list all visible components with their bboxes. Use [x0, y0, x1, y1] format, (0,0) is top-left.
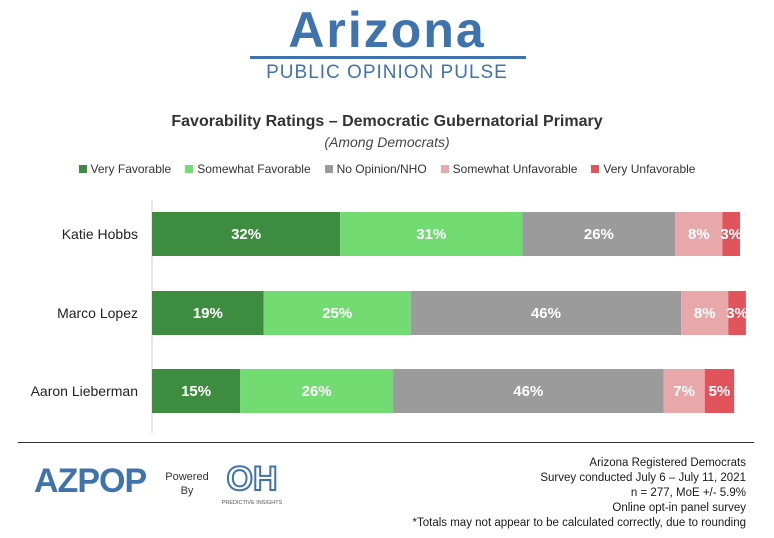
footer-divider [18, 442, 754, 443]
data-label: 3% [720, 226, 742, 243]
note-line: *Totals may not appear to be calculated … [412, 517, 746, 529]
data-label: 3% [726, 305, 748, 322]
data-label: 15% [181, 383, 211, 400]
category-label: Marco Lopez [57, 305, 138, 321]
bar-segment [522, 212, 676, 256]
bar-segment [410, 291, 682, 335]
legend-item: Very Unfavorable [591, 162, 695, 176]
data-label: 25% [322, 305, 352, 322]
data-label: 32% [231, 226, 261, 243]
bar-segment [152, 369, 241, 413]
bar-segment [152, 291, 264, 335]
note-line: Online opt-in panel survey [612, 502, 746, 514]
bar-segment [681, 291, 729, 335]
legend-label: No Opinion/NHO [336, 162, 427, 176]
legend-swatch [78, 165, 87, 173]
legend-swatch [324, 165, 333, 173]
note-line: Survey conducted July 6 – July 11, 2021 [540, 472, 746, 484]
data-label: 31% [416, 226, 446, 243]
predictive-insights-logo: OH PREDICTIVE INSIGHTS [222, 459, 283, 506]
brand-title: Arizona [288, 2, 486, 58]
data-label: 26% [302, 383, 332, 400]
legend-item: Somewhat Favorable [185, 162, 311, 176]
bar-segment [340, 212, 523, 256]
chart-subtitle: (Among Democrats) [324, 134, 450, 150]
data-label: 8% [688, 226, 710, 243]
partner-name: PREDICTIVE INSIGHTS [222, 500, 283, 506]
data-label: 7% [673, 383, 695, 400]
brand-rule [250, 56, 526, 59]
data-label: 19% [193, 305, 223, 322]
legend-swatch [591, 165, 600, 173]
legend-swatch [440, 165, 449, 173]
legend-item: Somewhat Unfavorable [440, 162, 578, 176]
note-line: n = 277, MoE +/- 5.9% [630, 487, 746, 499]
powered-by-label: Powered By [165, 470, 209, 498]
bar-segment [663, 369, 705, 413]
category-label: Katie Hobbs [62, 226, 138, 242]
bar-segment [240, 369, 394, 413]
legend-label: Very Unfavorable [603, 162, 696, 176]
powered-line-2: By [180, 485, 194, 497]
chart-title: Favorability Ratings – Democratic Gubern… [171, 113, 603, 130]
legend-item: No Opinion/NHO [324, 162, 427, 176]
data-label: 26% [584, 226, 614, 243]
partner-initials: OH [227, 460, 278, 498]
data-label: 8% [694, 305, 716, 322]
legend-label: Very Favorable [90, 162, 172, 176]
legend-label: Somewhat Unfavorable [452, 162, 578, 176]
bar-segment [393, 369, 664, 413]
brand-subtitle: PUBLIC OPINION PULSE [266, 62, 508, 83]
data-label: 46% [513, 383, 543, 400]
data-label: 5% [709, 383, 731, 400]
azpop-logo: AZPOP [34, 462, 147, 500]
bar-segment [722, 212, 740, 256]
chart-legend: Very Favorable Somewhat Favorable No Opini… [0, 162, 774, 176]
note-line: Arizona Registered Democrats [589, 457, 746, 469]
bar-segment [728, 291, 746, 335]
legend-label: Somewhat Favorable [197, 162, 311, 176]
powered-line-1: Powered [165, 471, 209, 483]
data-label: 46% [531, 305, 561, 322]
legend-item: Very Favorable [78, 162, 172, 176]
survey-notes: Arizona Registered Democrats Survey cond… [413, 456, 746, 531]
legend-swatch [185, 165, 194, 173]
stacked-bar-chart: Katie Hobbs 32% 31% 26% 8% 3% Marco Lopez 19% 25… [31, 200, 748, 433]
bar-segment [152, 212, 341, 256]
bar-segment [704, 369, 735, 413]
bar-segment [263, 291, 411, 335]
category-label: Aaron Lieberman [31, 383, 138, 399]
bar-segment [675, 212, 723, 256]
